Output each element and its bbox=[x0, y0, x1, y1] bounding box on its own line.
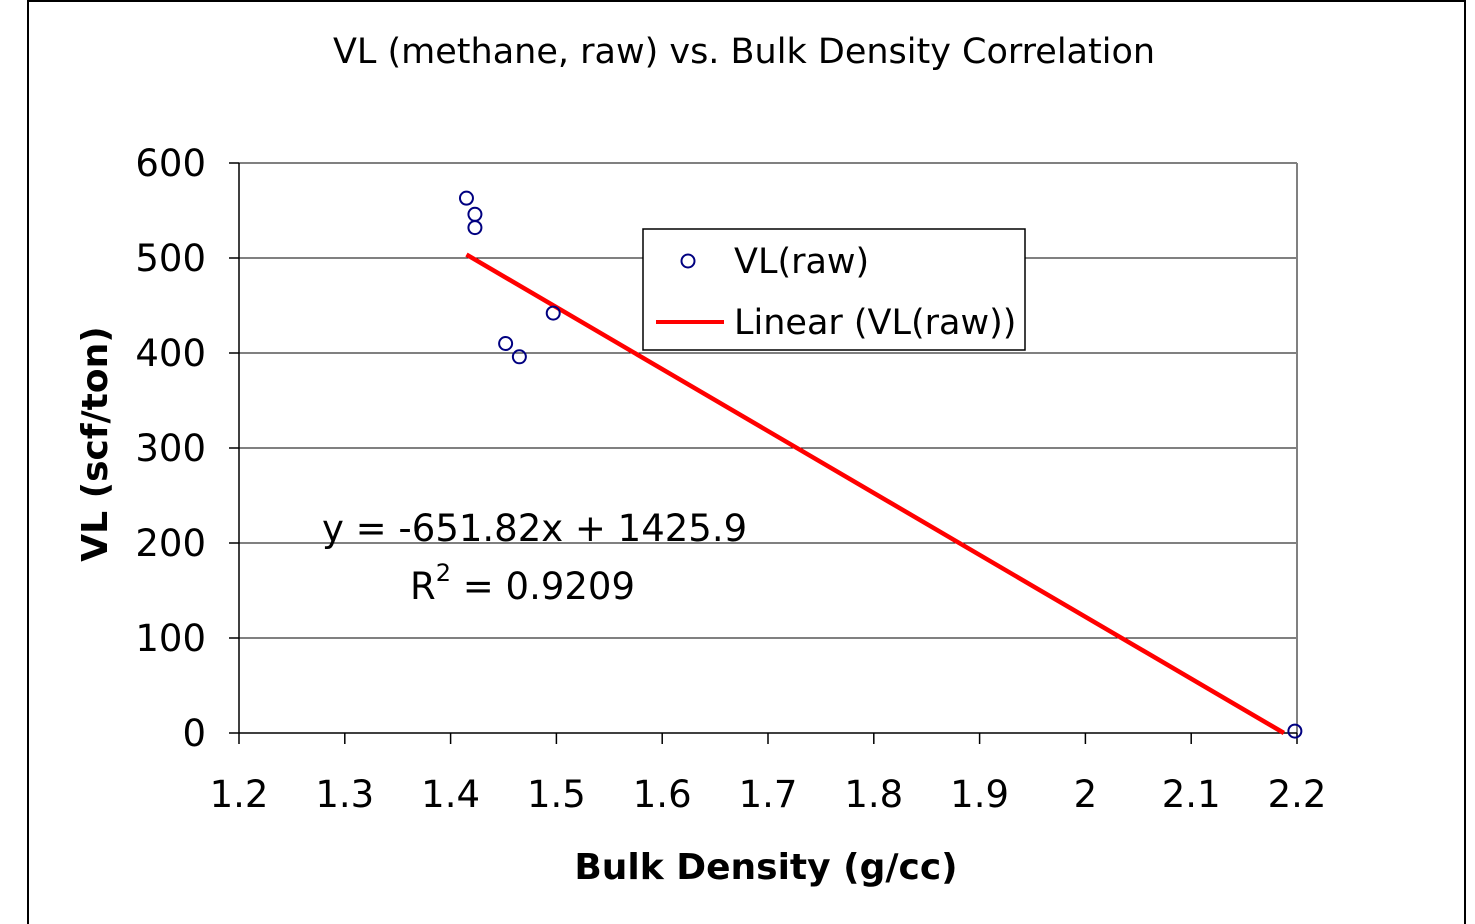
x-tick-label: 1.5 bbox=[527, 773, 586, 816]
data-point bbox=[545, 305, 561, 321]
x-tick-label: 1.4 bbox=[421, 773, 480, 816]
r-squared-value: = 0.9209 bbox=[451, 565, 635, 608]
x-tick-label: 2 bbox=[1074, 773, 1098, 816]
data-point bbox=[511, 349, 527, 365]
regression-equation: y = -651.82x + 1425.9 bbox=[322, 507, 747, 550]
y-tick-label: 600 bbox=[135, 142, 206, 185]
regression-annotation: y = -651.82x + 1425.9 R2 = 0.9209 bbox=[322, 507, 747, 608]
y-tick-label: 300 bbox=[135, 427, 206, 470]
legend-label-scatter: VL(raw) bbox=[734, 242, 869, 282]
r-squared-sup: 2 bbox=[436, 559, 451, 587]
points-layer bbox=[458, 190, 1303, 739]
r-squared-label: R2 = 0.9209 bbox=[410, 559, 635, 608]
axis-layer: 0 100 200 300 400 500 600 1.2 1.3 1.4 1.5 1.6 1.7 1.8… bbox=[135, 142, 1326, 816]
data-point bbox=[1287, 723, 1303, 739]
x-tick-label: 2.1 bbox=[1162, 773, 1221, 816]
data-point bbox=[467, 220, 483, 236]
y-tick-label: 0 bbox=[182, 712, 206, 755]
legend-label-trendline: Linear (VL(raw)) bbox=[734, 303, 1016, 343]
r-squared-prefix: R bbox=[410, 565, 436, 608]
x-tick-label: 1.8 bbox=[844, 773, 903, 816]
y-tick-label: 400 bbox=[135, 332, 206, 375]
x-tick-label: 1.2 bbox=[210, 773, 269, 816]
y-tick-label: 100 bbox=[135, 617, 206, 660]
x-tick-label: 1.3 bbox=[315, 773, 374, 816]
x-tick-label: 1.6 bbox=[633, 773, 692, 816]
x-tick-label: 2.2 bbox=[1268, 773, 1327, 816]
chart-frame bbox=[27, 0, 1466, 924]
chart-title: VL (methane, raw) vs. Bulk Density Corre… bbox=[333, 32, 1155, 72]
x-tick-label: 1.9 bbox=[950, 773, 1009, 816]
legend: VL(raw) Linear (VL(raw)) bbox=[642, 228, 1026, 351]
y-tick-label: 200 bbox=[135, 522, 206, 565]
data-point bbox=[498, 336, 514, 351]
trendline-layer bbox=[465, 252, 1286, 735]
x-tick-label: 1.7 bbox=[739, 773, 798, 816]
y-tick-label: 500 bbox=[135, 237, 206, 280]
x-axis-label: Bulk Density (g/cc) bbox=[574, 847, 957, 888]
y-axis-label: VL (scf/ton) bbox=[75, 326, 116, 561]
data-point bbox=[458, 190, 474, 206]
legend-marker-scatter bbox=[680, 253, 696, 269]
data-point bbox=[467, 206, 483, 222]
legend-box bbox=[642, 228, 1026, 351]
trendline bbox=[465, 252, 1286, 735]
